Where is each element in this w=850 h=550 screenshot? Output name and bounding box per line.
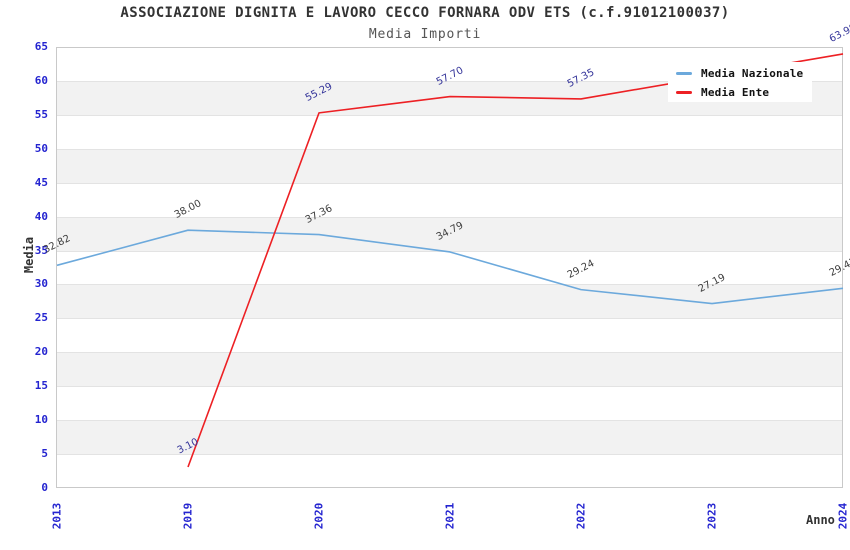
x-tick-label-2024: 2024 (836, 502, 850, 530)
y-axis-title: Media (22, 236, 36, 274)
chart-title: ASSOCIAZIONE DIGNITA E LAVORO CECCO FORN… (120, 5, 730, 21)
plot-band (56, 318, 843, 353)
x-tick-label-2023: 2023 (705, 502, 719, 530)
x-tick-label-2022: 2022 (574, 502, 588, 530)
legend-label: Media Nazionale (701, 67, 804, 80)
legend: Media Nazionale Media Ente (668, 62, 812, 102)
gridline (56, 148, 843, 150)
x-tick-label-2021: 2021 (443, 502, 457, 530)
plot-band (56, 352, 843, 387)
x-tick-label-2019: 2019 (181, 502, 195, 530)
gridline (56, 420, 843, 422)
gridline (56, 318, 843, 320)
gridline (56, 352, 843, 354)
plot-band (56, 386, 843, 421)
y-tick-label: 10 (34, 413, 48, 427)
y-tick-label: 55 (34, 107, 48, 121)
y-tick-label: 65 (34, 40, 48, 53)
y-tick-label: 0 (41, 481, 48, 494)
plot-band (56, 114, 843, 149)
legend-label: Media Ente (701, 86, 770, 99)
y-tick-label: 25 (34, 311, 48, 325)
legend-item-media-ente[interactable]: Media Ente (668, 83, 812, 102)
x-axis-title: Anno (806, 513, 835, 527)
y-tick-label: 50 (34, 141, 48, 155)
plot-band (56, 284, 843, 319)
gridline (56, 182, 843, 184)
y-tick-label: 30 (34, 277, 48, 291)
legend-item-media-nazionale[interactable]: Media Nazionale (668, 64, 812, 83)
gridline (56, 250, 843, 252)
y-tick-label: 20 (34, 345, 48, 359)
y-tick-label: 45 (34, 175, 48, 189)
y-tick-label: 35 (34, 243, 48, 257)
y-tick-label: 5 (41, 447, 48, 461)
plot-band (56, 148, 843, 183)
x-tick-label-2020: 2020 (312, 502, 326, 530)
gridline (56, 284, 843, 286)
legend-dash-icon (676, 72, 692, 75)
legend-dash-icon (676, 91, 692, 94)
x-tick-label-2013: 2013 (50, 502, 64, 530)
y-tick-label: 60 (34, 73, 48, 87)
chart-subtitle: Media Importi (368, 27, 482, 42)
gridline (56, 114, 843, 116)
y-tick-label: 15 (34, 379, 48, 393)
gridline (56, 386, 843, 388)
y-tick-label: 40 (34, 209, 48, 223)
